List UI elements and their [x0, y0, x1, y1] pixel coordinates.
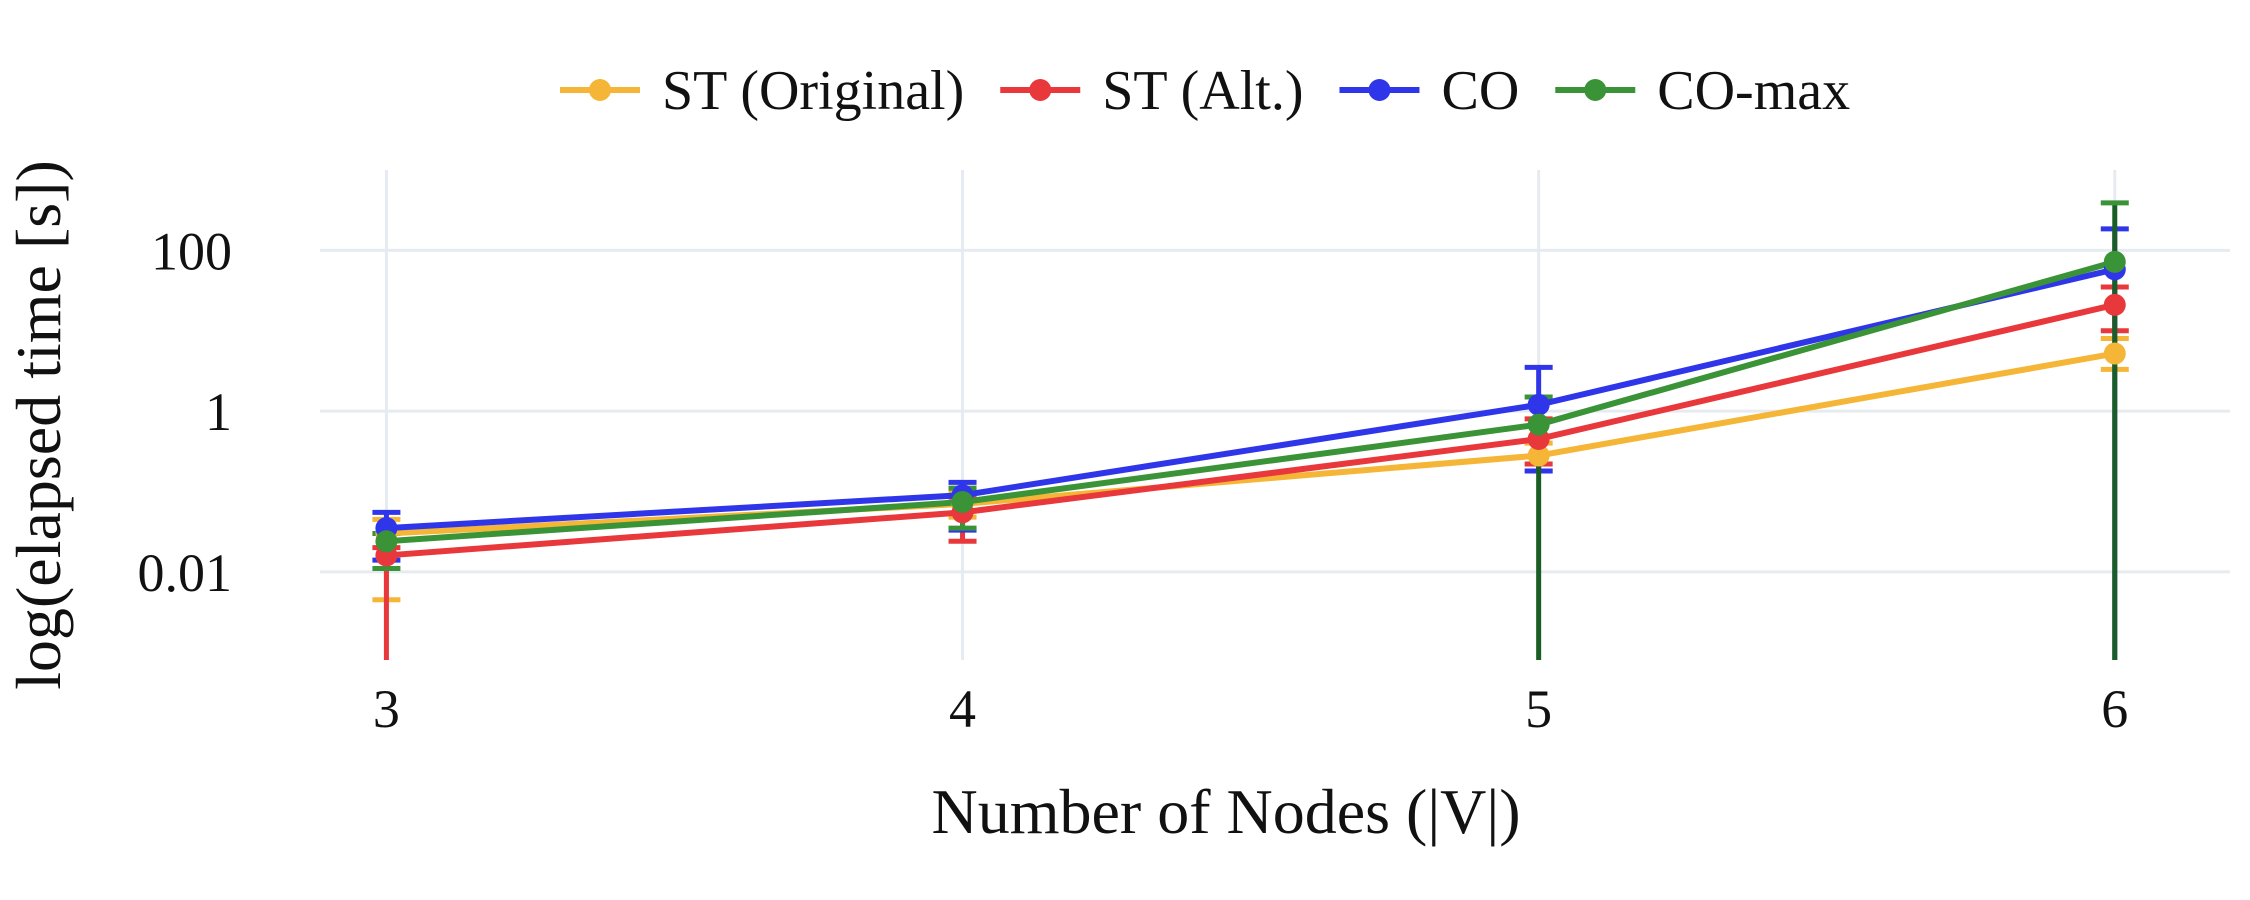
y-axis-title: log(elapsed time [s]): [3, 160, 74, 690]
x-tick-label: 6: [2101, 679, 2128, 739]
data-point: [1527, 393, 1550, 416]
series-line: [383, 258, 2118, 545]
series-line: [383, 301, 2118, 559]
data-point: [375, 530, 398, 553]
series-line: [383, 350, 2118, 537]
data-point: [1527, 413, 1550, 436]
legend-item: CO-max: [1555, 60, 1850, 122]
marker-layer: [375, 250, 2126, 567]
data-point: [2103, 342, 2126, 365]
x-tick-label: 5: [1525, 679, 1552, 739]
legend-label: ST (Original): [662, 60, 964, 122]
line-layer: [383, 258, 2118, 559]
y-tick-label: 0.01: [138, 543, 233, 603]
x-axis-title: Number of Nodes (|V|): [931, 776, 1520, 847]
legend-swatch-marker: [589, 79, 611, 101]
legend-swatch-marker: [1584, 79, 1607, 101]
legend-item: ST (Alt.): [1000, 60, 1303, 122]
series-line: [383, 266, 2118, 532]
data-point: [2103, 293, 2126, 316]
legend-label: ST (Alt.): [1102, 60, 1303, 122]
errorbar-layer: [372, 200, 2129, 660]
legend: ST (Original) ST (Alt.) CO CO-max: [560, 60, 1850, 122]
legend-item: CO: [1339, 60, 1519, 122]
legend-label: CO-max: [1657, 60, 1850, 122]
data-point: [2103, 250, 2126, 273]
y-tick-label: 1: [205, 382, 232, 442]
x-tick-label: 4: [949, 679, 976, 739]
data-point: [951, 490, 974, 513]
legend-label: CO: [1441, 60, 1519, 122]
tick-layer: 3 4 5 6 0.01 1 100: [138, 221, 2129, 739]
grid-layer: [320, 170, 2230, 660]
x-tick-label: 3: [373, 679, 400, 739]
legend-swatch-marker: [1029, 79, 1052, 101]
data-point: [1527, 444, 1550, 467]
legend-item: ST (Original): [560, 60, 964, 122]
y-tick-label: 100: [151, 221, 232, 281]
legend-swatch-marker: [1368, 79, 1391, 101]
